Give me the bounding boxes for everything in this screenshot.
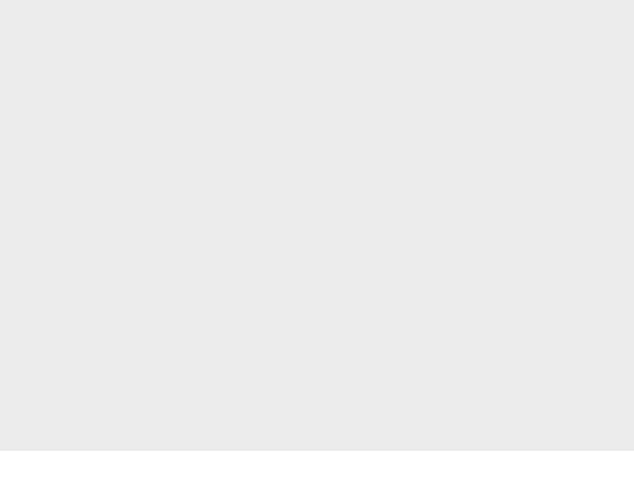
streamline-map-canvas (0, 0, 634, 451)
footer (0, 451, 634, 490)
